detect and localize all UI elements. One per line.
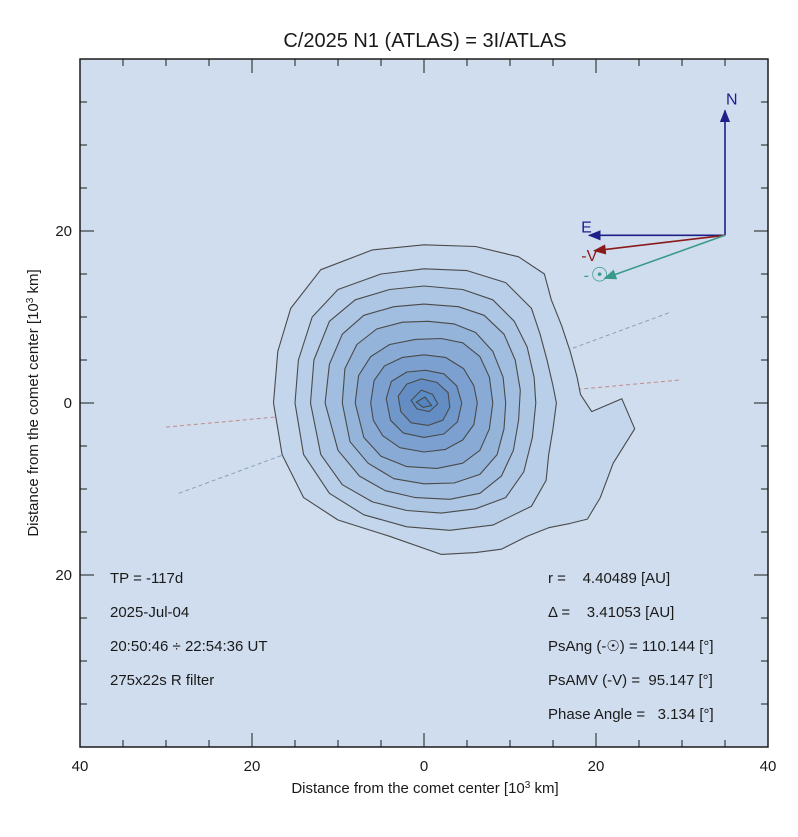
annotation-left: TP = -117d	[110, 570, 183, 587]
x-axis-label-tail: km]	[530, 780, 558, 797]
annotations: TP = -117d 2025-Jul-04 20:50:46 ÷ 22:54:36…	[110, 570, 714, 723]
velocity-label: -V	[581, 248, 597, 265]
sun-label-minus: -	[584, 267, 589, 284]
x-tick-label: 20	[244, 758, 261, 775]
x-tick-label: 20	[588, 758, 605, 775]
annotation-left: 20:50:46 ÷ 22:54:36 UT	[110, 638, 268, 655]
x-axis-label: Distance from the comet center [103 km]	[291, 780, 558, 798]
velocity-arrow	[593, 234, 726, 255]
x-tick-label: 40	[72, 758, 89, 775]
annotation-right: Phase Angle = 3.134 [°]	[548, 706, 714, 723]
y-axis-label-tail: km]	[25, 269, 42, 297]
axis-ticks: 40 20 0 20 40 20 0 20	[55, 58, 777, 775]
north-label: N	[726, 92, 738, 109]
annotation-left: 2025-Jul-04	[110, 604, 189, 621]
annotation-right: PsAMV (-V) = 95.147 [°]	[548, 672, 713, 689]
y-tick-label: 0	[64, 395, 72, 412]
annotation-left: 275x22s R filter	[110, 672, 214, 689]
compass: N E -V - ☉	[581, 92, 737, 287]
contour-level-11	[415, 396, 433, 408]
y-axis-label-sup: 3	[25, 297, 36, 303]
chart-title: C/2025 N1 (ATLAS) = 3I/ATLAS	[283, 30, 566, 52]
annotation-right: r = 4.40489 [AU]	[548, 570, 670, 587]
y-tick-label: 20	[55, 223, 72, 240]
annotation-right: PsAng (-☉) = 110.144 [°]	[548, 638, 714, 655]
x-tick-label: 0	[420, 758, 428, 775]
y-axis-label-text: Distance from the comet center [10	[25, 303, 42, 536]
y-tick-label: 20	[55, 567, 72, 584]
sun-arrow	[603, 234, 726, 280]
sun-icon: ☉	[591, 264, 609, 286]
x-axis-label-sup: 3	[525, 780, 531, 791]
annotation-right: Δ = 3.41053 [AU]	[548, 604, 674, 621]
contour-layer	[272, 244, 636, 555]
x-axis-label-text: Distance from the comet center [10	[291, 780, 524, 797]
x-tick-label: 40	[760, 758, 777, 775]
east-label: E	[581, 219, 592, 236]
y-axis-label: Distance from the comet center [103 km]	[25, 269, 43, 536]
